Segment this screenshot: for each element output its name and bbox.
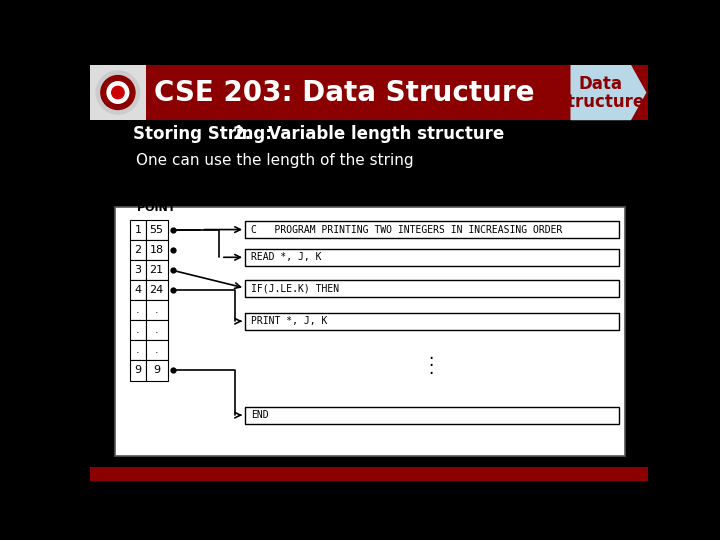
Bar: [130, 320, 145, 340]
Bar: [245, 249, 618, 266]
Text: .: .: [155, 326, 158, 335]
Circle shape: [112, 86, 124, 99]
Text: 18: 18: [150, 245, 163, 255]
Bar: [130, 300, 145, 320]
Text: .: .: [428, 345, 433, 362]
Bar: [130, 240, 145, 260]
Text: .: .: [428, 352, 433, 370]
Bar: [245, 313, 618, 330]
Bar: [130, 340, 145, 361]
Text: POINT: POINT: [138, 202, 176, 213]
Bar: [90, 65, 648, 120]
Text: .: .: [136, 346, 140, 355]
Text: .: .: [136, 306, 140, 315]
Text: C   PROGRAM PRINTING TWO INTEGERS IN INCREASING ORDER: C PROGRAM PRINTING TWO INTEGERS IN INCRE…: [251, 225, 562, 234]
Bar: [114, 207, 625, 456]
Bar: [145, 260, 168, 280]
Text: READ *, J, K: READ *, J, K: [251, 252, 322, 262]
Text: Structure: Structure: [556, 93, 645, 111]
Text: Data: Data: [579, 75, 623, 93]
Text: 4: 4: [135, 286, 142, 295]
Text: 24: 24: [150, 286, 163, 295]
Bar: [145, 340, 168, 361]
Text: One can use the length of the string: One can use the length of the string: [137, 153, 414, 168]
Bar: [90, 65, 145, 120]
Text: END: END: [251, 410, 269, 420]
Text: .: .: [155, 306, 158, 315]
Text: IF(J.LE.K) THEN: IF(J.LE.K) THEN: [251, 283, 339, 293]
Bar: [145, 320, 168, 340]
Bar: [130, 280, 145, 300]
Text: PRINT *, J, K: PRINT *, J, K: [251, 316, 328, 326]
Bar: [130, 361, 145, 381]
Circle shape: [101, 76, 135, 110]
Text: 9: 9: [135, 366, 142, 375]
Bar: [245, 280, 618, 296]
Circle shape: [107, 82, 129, 103]
Circle shape: [96, 71, 140, 114]
Text: .: .: [428, 360, 433, 378]
Bar: [245, 221, 618, 238]
Bar: [145, 280, 168, 300]
Bar: [145, 220, 168, 240]
Text: 3: 3: [135, 265, 142, 275]
Bar: [130, 260, 145, 280]
Text: 2.   Variable length structure: 2. Variable length structure: [233, 125, 505, 143]
Bar: [145, 361, 168, 381]
Bar: [145, 300, 168, 320]
Text: 9: 9: [153, 366, 161, 375]
Text: .: .: [155, 346, 158, 355]
Text: 21: 21: [150, 265, 163, 275]
Bar: [130, 220, 145, 240]
Bar: [245, 407, 618, 423]
Text: 55: 55: [150, 225, 163, 235]
Text: .: .: [136, 326, 140, 335]
Text: Storing String:: Storing String:: [132, 125, 271, 143]
Text: CSE 203: Data Structure: CSE 203: Data Structure: [153, 78, 534, 106]
Text: 1: 1: [135, 225, 142, 235]
Bar: [145, 240, 168, 260]
Polygon shape: [570, 65, 647, 120]
Bar: [90, 467, 648, 481]
Text: 2: 2: [135, 245, 142, 255]
